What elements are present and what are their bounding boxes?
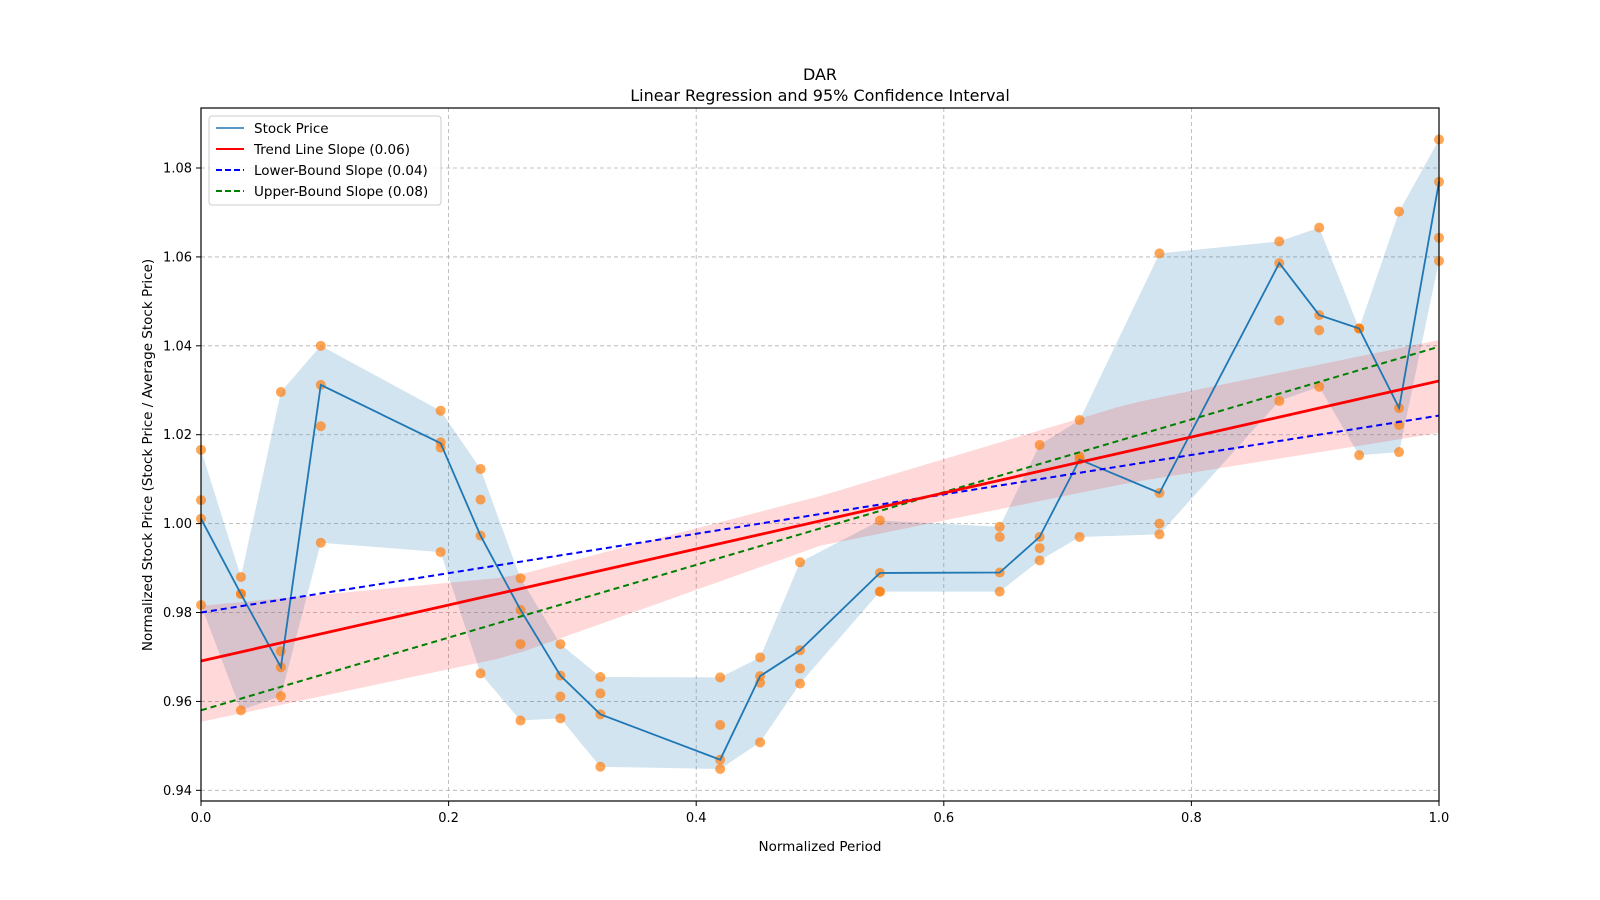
scatter-point: [1274, 236, 1285, 247]
scatter-point: [235, 571, 246, 582]
lower-bound-line: [200, 414, 1440, 614]
legend-label-lower-bound: Lower-Bound Slope (0.04): [254, 163, 428, 179]
y-tick-label: 1.00: [163, 517, 192, 532]
scatter-point: [1354, 450, 1365, 461]
scatter-point: [715, 763, 726, 774]
scatter-point: [555, 713, 566, 724]
y-tick-label: 1.06: [163, 250, 192, 265]
upper-bound-line: [200, 345, 1440, 712]
axes: [200, 107, 1440, 802]
legend-item-trend-line: Trend Line Slope (0.06): [216, 142, 410, 158]
y-tick-label: 0.98: [163, 606, 192, 621]
scatter-point: [1394, 206, 1405, 217]
y-tick-label: 1.08: [163, 162, 192, 177]
scatter-point: [515, 573, 526, 584]
scatter-point: [235, 705, 246, 716]
plot-frame: [200, 107, 1440, 802]
legend-label-trend-line: Trend Line Slope (0.06): [253, 142, 410, 158]
scatter-point: [315, 340, 326, 351]
scatter-point: [715, 719, 726, 730]
scatter-point: [475, 668, 486, 679]
scatter-point: [1394, 447, 1405, 458]
scatter-point: [1034, 439, 1045, 450]
scatter-point: [1274, 395, 1285, 406]
x-tick-label: 0.8: [1181, 811, 1202, 826]
scatter-point: [1314, 381, 1325, 392]
scatter-point: [595, 761, 606, 772]
scatter-point: [275, 387, 286, 398]
x-tick-label: 0.6: [933, 811, 954, 826]
scatter-point: [475, 463, 486, 474]
scatter-point: [755, 737, 766, 748]
scatter-point: [275, 691, 286, 702]
ticks: 0.0 0.2 0.4 0.6 0.8 1.0 0.94 0.96 0.98 1.00 1.02 1.…: [163, 162, 1449, 826]
y-tick-label: 0.96: [163, 695, 192, 710]
scatter-point: [1274, 315, 1285, 326]
scatter-point: [874, 586, 885, 597]
scatter-point: [515, 639, 526, 650]
stock-price-line: [200, 181, 1440, 761]
scatter-point: [795, 678, 806, 689]
y-tick-label: 0.94: [163, 784, 192, 799]
scatter-point: [315, 421, 326, 432]
scatter-point: [1034, 543, 1045, 554]
scatter-point: [595, 688, 606, 699]
line-layer: [200, 181, 1440, 761]
x-tick-label: 0.0: [191, 811, 212, 826]
scatter-point: [1074, 415, 1085, 426]
x-tick-label: 1.0: [1429, 811, 1450, 826]
scatter-point: [435, 405, 446, 416]
range-band: [201, 139, 1439, 770]
scatter-point: [1074, 531, 1085, 542]
scatter-point: [1154, 518, 1165, 529]
x-tick-label: 0.2: [438, 811, 459, 826]
scatter-point: [994, 531, 1005, 542]
scatter-point: [1314, 325, 1325, 336]
scatter-point: [515, 715, 526, 726]
y-tick-label: 1.04: [163, 339, 192, 354]
scatter-point: [1154, 529, 1165, 540]
legend-label-upper-bound: Upper-Bound Slope (0.08): [254, 184, 428, 200]
scatter-point: [435, 547, 446, 558]
scatter-point: [795, 557, 806, 568]
trend-line: [200, 379, 1440, 663]
x-tick-label: 0.4: [686, 811, 707, 826]
legend-item-lower-bound: Lower-Bound Slope (0.04): [216, 163, 428, 179]
y-axis-label: Normalized Stock Price (Stock Price / Av…: [140, 259, 156, 651]
scatter-point: [755, 652, 766, 663]
confidence-band-layer: [201, 340, 1439, 722]
chart-title: DAR: [803, 65, 837, 84]
scatter-point: [595, 671, 606, 682]
chart-subtitle: Linear Regression and 95% Confidence Int…: [630, 86, 1010, 105]
legend: Stock Price Trend Line Slope (0.06) Lowe…: [208, 115, 442, 206]
x-axis-label: Normalized Period: [759, 839, 882, 855]
scatter-point: [795, 663, 806, 674]
y-tick-label: 1.02: [163, 428, 192, 443]
confidence-band: [201, 340, 1439, 722]
legend-frame: [208, 115, 442, 206]
scatter-point: [994, 521, 1005, 532]
scatter-point: [1154, 248, 1165, 259]
scatter-point: [315, 537, 326, 548]
scatter-point: [874, 515, 885, 526]
legend-item-stock-price: Stock Price: [216, 121, 329, 137]
scatter-point: [1034, 555, 1045, 566]
scatter-point: [475, 494, 486, 505]
scatter-point: [994, 586, 1005, 597]
scatter-point: [715, 672, 726, 683]
range-band-layer: [201, 139, 1439, 770]
legend-label-stock-price: Stock Price: [254, 121, 329, 137]
scatter-point: [555, 639, 566, 650]
scatter-point: [555, 691, 566, 702]
legend-item-upper-bound: Upper-Bound Slope (0.08): [216, 184, 428, 200]
scatter-layer: [196, 134, 1444, 774]
scatter-point: [1314, 222, 1325, 233]
